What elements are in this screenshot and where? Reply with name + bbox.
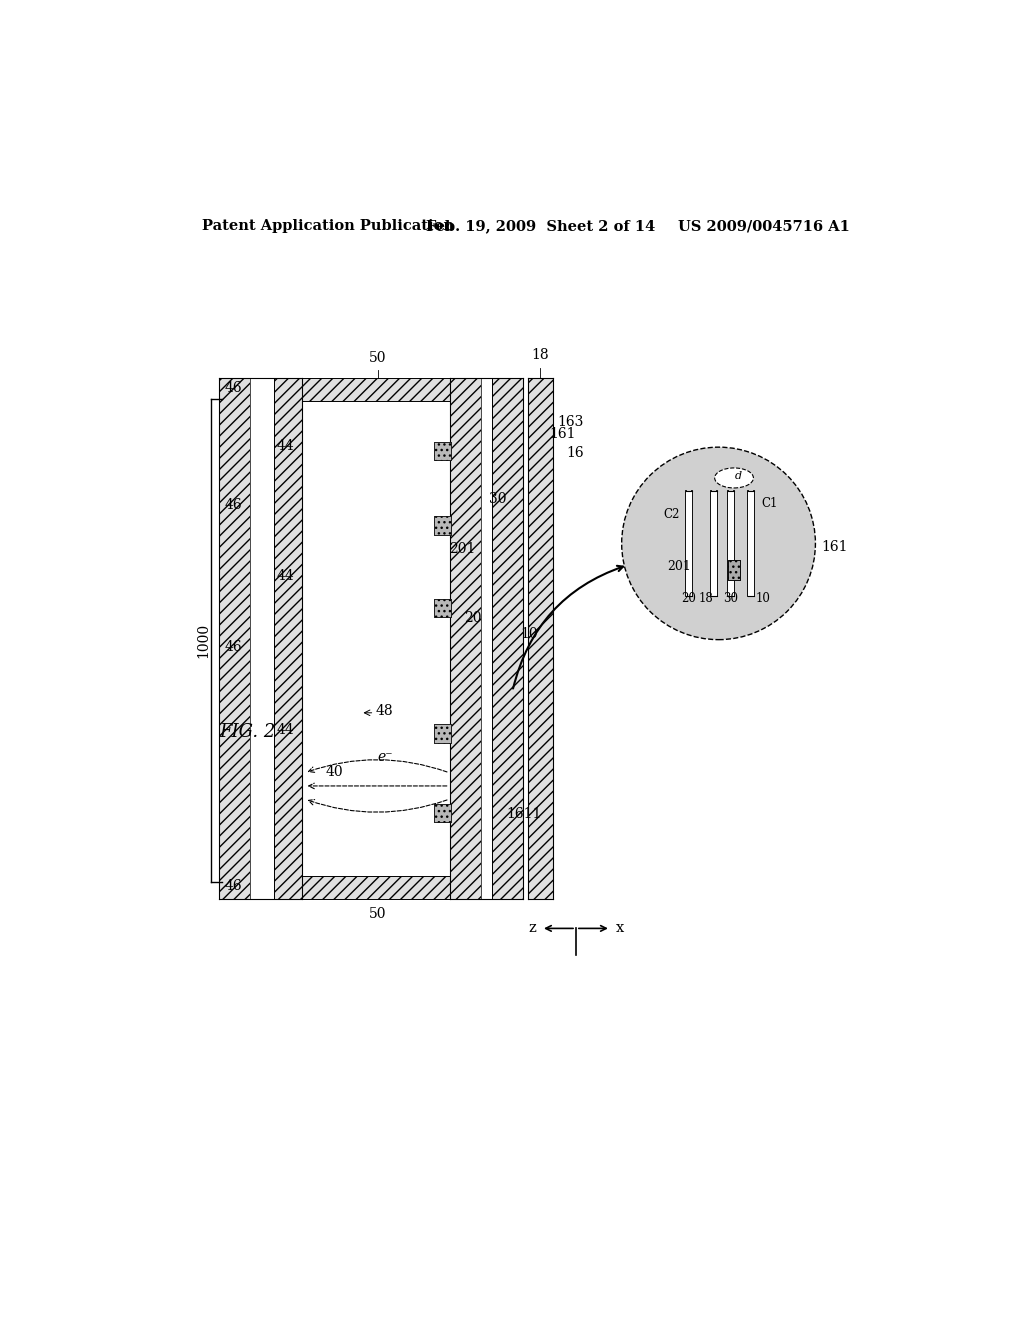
Text: 50: 50	[369, 351, 386, 364]
Text: e⁻: e⁻	[378, 751, 393, 764]
Bar	[728, 491, 734, 595]
Text: 46: 46	[224, 879, 243, 894]
Text: 10: 10	[756, 591, 771, 605]
Text: 1611: 1611	[506, 808, 542, 821]
Bar	[480, 378, 493, 899]
Text: 201: 201	[668, 560, 691, 573]
Text: 44: 44	[276, 723, 294, 737]
Bar	[686, 491, 692, 595]
Text: 30: 30	[489, 492, 507, 506]
Text: Patent Application Publication: Patent Application Publication	[202, 219, 454, 234]
Text: C1: C1	[761, 496, 777, 510]
Bar	[434, 599, 452, 618]
Text: 44: 44	[276, 438, 294, 453]
Bar	[493, 378, 523, 899]
Bar	[434, 725, 452, 743]
Text: US 2009/0045716 A1: US 2009/0045716 A1	[678, 219, 850, 234]
Text: 20: 20	[464, 611, 481, 626]
Ellipse shape	[715, 469, 754, 488]
Bar	[728, 561, 740, 581]
Text: C2: C2	[664, 508, 680, 520]
Text: z: z	[528, 921, 536, 936]
Text: Feb. 19, 2009  Sheet 2 of 14: Feb. 19, 2009 Sheet 2 of 14	[426, 219, 655, 234]
Text: 46: 46	[224, 640, 243, 655]
Bar	[434, 516, 452, 535]
Bar	[434, 804, 452, 822]
Text: 20: 20	[682, 591, 696, 605]
Bar	[302, 876, 450, 899]
Text: 10: 10	[520, 627, 538, 642]
Text: 161: 161	[821, 540, 848, 554]
Bar	[748, 491, 755, 595]
Text: 18: 18	[531, 348, 549, 363]
Text: 46: 46	[224, 381, 243, 395]
Text: 50: 50	[369, 907, 386, 921]
Text: 40: 40	[326, 766, 343, 779]
Text: x: x	[616, 921, 625, 936]
Bar	[302, 378, 450, 401]
Bar	[434, 804, 452, 822]
Text: 44: 44	[276, 569, 294, 582]
Text: 18: 18	[698, 591, 714, 605]
Text: 46: 46	[224, 498, 243, 512]
Bar	[728, 561, 740, 581]
Text: FIG. 2: FIG. 2	[219, 723, 275, 741]
Bar	[450, 378, 480, 899]
Bar	[434, 725, 452, 743]
Text: 16: 16	[566, 446, 585, 459]
Text: 163: 163	[557, 414, 584, 429]
Bar	[273, 378, 302, 899]
Text: 161: 161	[550, 428, 577, 441]
Text: 201: 201	[449, 541, 475, 556]
Bar	[711, 491, 717, 595]
Bar	[251, 378, 273, 899]
Bar	[434, 599, 452, 618]
Bar	[219, 378, 251, 899]
Bar	[434, 442, 452, 461]
Circle shape	[622, 447, 815, 640]
Bar	[434, 442, 452, 461]
Bar	[434, 516, 452, 535]
Text: 1000: 1000	[197, 623, 210, 657]
Text: d: d	[734, 471, 741, 480]
Bar	[528, 378, 553, 899]
Text: 48: 48	[376, 705, 393, 718]
Text: 30: 30	[723, 591, 738, 605]
